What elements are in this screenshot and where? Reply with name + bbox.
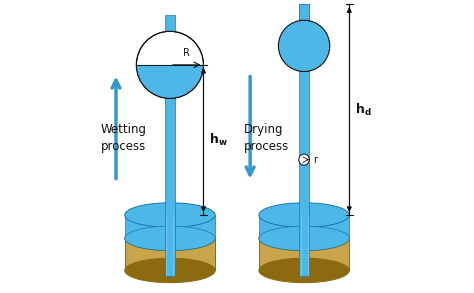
Polygon shape: [299, 4, 310, 20]
Ellipse shape: [125, 258, 215, 283]
Polygon shape: [164, 98, 175, 276]
Ellipse shape: [125, 203, 215, 227]
Polygon shape: [299, 4, 310, 276]
Text: Wetting
process: Wetting process: [100, 123, 146, 153]
Ellipse shape: [259, 203, 349, 227]
Polygon shape: [259, 239, 349, 270]
Polygon shape: [259, 215, 349, 239]
Text: R: R: [183, 48, 190, 58]
Polygon shape: [164, 15, 175, 31]
Ellipse shape: [125, 226, 215, 251]
Polygon shape: [125, 239, 215, 270]
Ellipse shape: [125, 226, 215, 251]
Text: Drying
process: Drying process: [244, 123, 290, 153]
Text: r: r: [313, 155, 318, 165]
Text: $\mathbf{h_d}$: $\mathbf{h_d}$: [355, 102, 371, 118]
Circle shape: [278, 20, 330, 71]
Ellipse shape: [259, 226, 349, 251]
Ellipse shape: [259, 226, 349, 251]
Ellipse shape: [299, 154, 310, 165]
Polygon shape: [137, 65, 203, 98]
Ellipse shape: [259, 258, 349, 283]
Circle shape: [137, 31, 203, 98]
Polygon shape: [125, 215, 215, 239]
Text: $\mathbf{h_w}$: $\mathbf{h_w}$: [209, 132, 228, 148]
